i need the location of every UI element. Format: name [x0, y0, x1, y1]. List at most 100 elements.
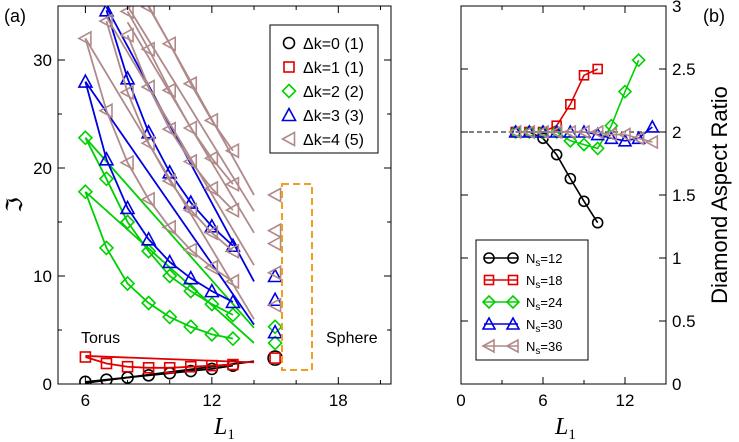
series-4-curve-1-line [105, 16, 255, 266]
legend-label-0: Δk=0 (1) [303, 36, 364, 53]
panel-b-x-axis-label-main: L [554, 414, 568, 440]
sphere-point [267, 319, 283, 335]
series-4-point [98, 13, 113, 29]
ratio-legend-label-main: N [526, 251, 535, 266]
series-3-point [119, 70, 136, 85]
ratio-legend-label-suffix: =36 [540, 339, 562, 354]
ratio-series-0-point [578, 195, 590, 208]
series-3-point [98, 151, 115, 166]
series-3-point [140, 231, 157, 246]
panel-b-ytick-label: 1 [672, 249, 681, 268]
series-2-point [98, 240, 115, 256]
series-3-point [77, 73, 94, 88]
series-2-point [225, 307, 241, 323]
panel-a-x-axis-label: L1 [213, 414, 235, 442]
ratio-series-3-point [603, 130, 619, 145]
sphere-point [266, 222, 282, 239]
series-2-point [162, 268, 178, 284]
series-2-point [77, 130, 94, 146]
series-4-point [119, 84, 134, 101]
series-3-point [140, 124, 157, 139]
series-3-point [161, 253, 178, 269]
series-0-point [142, 369, 155, 382]
panel-b-xtick-label: 0 [456, 391, 465, 410]
ratio-legend-label-4: Ns=36 [526, 339, 562, 357]
ratio-legend-label-main: N [526, 295, 535, 310]
ratio-series-4-point [548, 124, 563, 140]
series-4-point [203, 259, 219, 276]
ratio-series-1-point [565, 98, 576, 110]
series-4-curve-0-line [84, 37, 255, 320]
ratio-legend-marker-left-1 [483, 274, 495, 286]
series-1-point [142, 361, 155, 374]
series-2-point [98, 171, 115, 187]
ratio-series-4-point [603, 127, 618, 142]
series-2-point [140, 243, 157, 259]
panel-a-legend: Δk=0 (1) Δk=1 (1) Δk=2 (2) Δk=3 (3) Δk=4 (5) [269, 24, 379, 154]
legend-marker-1 [283, 61, 295, 73]
ratio-series-0-point [550, 148, 563, 161]
series-4-point [224, 176, 240, 193]
series-0-point [79, 375, 92, 384]
series-4-curve-3-path [126, 10, 234, 185]
panel-b-ytick-label: 1.5 [672, 186, 696, 205]
ratio-series-0-point [564, 172, 577, 185]
ratio-legend-label-main: N [526, 339, 535, 354]
panel-a-plot-area [77, 6, 283, 384]
series-2-point [183, 319, 199, 335]
series-2-point [140, 295, 157, 311]
series-2-point [77, 184, 94, 200]
series-4-point [161, 35, 177, 52]
series-4-point [77, 30, 92, 47]
ratio-series-4-point [617, 127, 631, 142]
ratio-series-4-point [507, 124, 522, 140]
panel-b-x-axis-label: L1 [554, 414, 576, 442]
ratio-legend-label-sub: s [535, 280, 540, 291]
series-4-point [203, 150, 219, 167]
panel-a-ytick-label: 0 [43, 375, 52, 394]
ratio-series-1-line [515, 68, 599, 133]
sphere-point [269, 352, 281, 364]
series-4-point [161, 173, 177, 189]
series-4-curve-3-line [126, 6, 255, 212]
series-4-point [182, 242, 198, 258]
series-3-point [225, 293, 241, 309]
ratio-legend-label-sub: s [535, 258, 540, 269]
series-1-point [163, 361, 176, 374]
legend-marker-2 [281, 83, 297, 99]
series-4-point [203, 112, 219, 129]
series-4-point [224, 243, 240, 260]
series-0-point [100, 373, 113, 384]
legend-label-2: Δk=2 (2) [303, 84, 364, 101]
ratio-legend-label-3: Ns=30 [526, 317, 562, 335]
series-3-point [182, 194, 199, 209]
series-3-point [204, 282, 220, 298]
sphere-point [266, 264, 282, 281]
series-4-point [203, 224, 219, 241]
ratio-series-0-point [591, 216, 604, 229]
panel-b-xtick-label: 12 [616, 391, 635, 410]
series-1-point [79, 351, 92, 363]
ratio-series-4-point [521, 124, 536, 140]
ratio-series-1-point [592, 63, 603, 75]
panel-a-ytick-label: 10 [33, 267, 52, 286]
series-4-point [203, 180, 219, 197]
panel-b-y-axis-label: Diamond Aspect Ratio [707, 86, 732, 304]
ratio-series-2-point [631, 53, 646, 68]
panel-a-ytick-label: 20 [33, 159, 52, 178]
sphere-highlight-box [281, 183, 313, 371]
legend-marker-0 [282, 36, 296, 50]
series-1-point [206, 359, 218, 372]
series-1-point [184, 360, 197, 373]
series-4-point [182, 75, 198, 92]
ratio-series-2-point [563, 133, 578, 148]
ratio-legend-label-2: Ns=24 [526, 295, 562, 313]
series-4-point [182, 120, 198, 136]
series-1-point [121, 360, 134, 373]
series-4-point [119, 27, 134, 44]
series-4-point [140, 41, 155, 58]
panel-a-xtick-label: 18 [329, 391, 348, 410]
series-4-point [98, 102, 113, 119]
